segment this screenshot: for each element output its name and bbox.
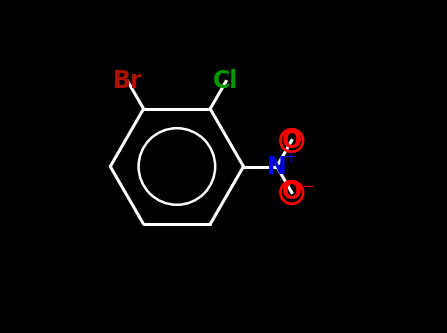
Text: −: −	[301, 179, 314, 194]
Text: +: +	[284, 150, 297, 165]
Text: Cl: Cl	[213, 69, 239, 94]
Text: N: N	[267, 155, 287, 178]
Text: Br: Br	[113, 69, 143, 94]
Text: O: O	[282, 180, 302, 204]
Text: O: O	[282, 129, 302, 153]
